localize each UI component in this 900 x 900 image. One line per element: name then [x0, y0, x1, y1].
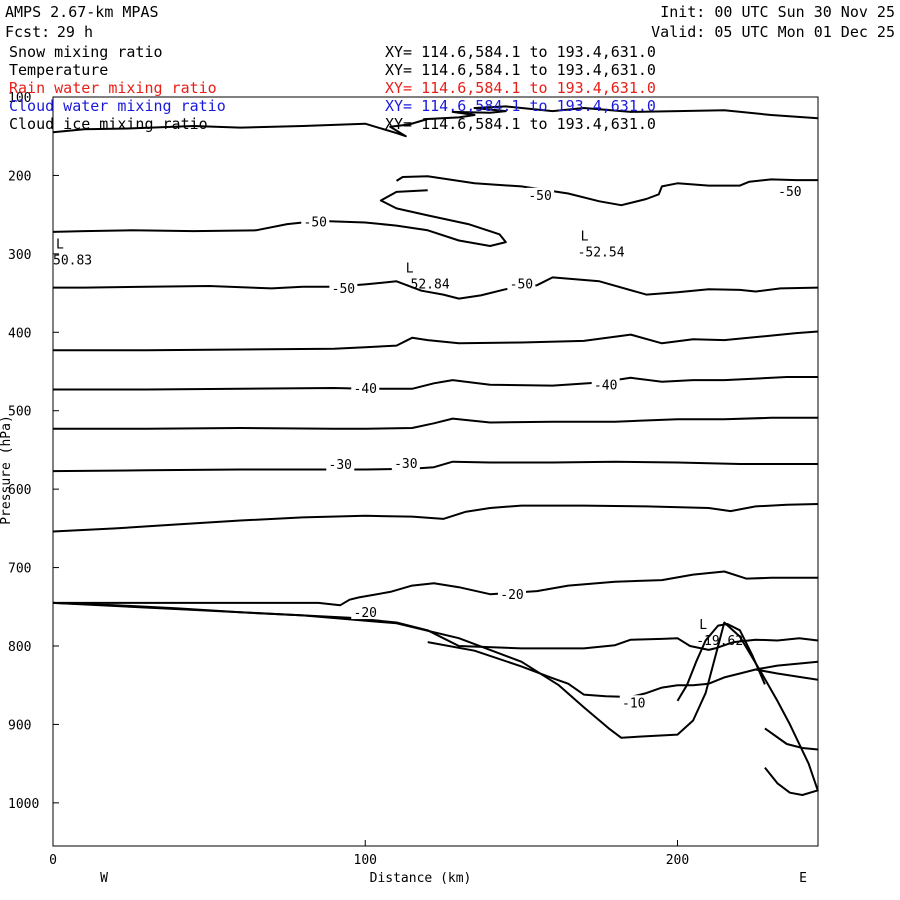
y-tick-label: 100 — [8, 91, 31, 106]
contour-line — [676, 623, 766, 702]
field-extent: XY= 114.6,584.1 to 193.4,631.0 — [385, 97, 656, 115]
y-tick-label: 900 — [8, 718, 31, 733]
contour-line — [52, 503, 819, 533]
field-extent: XY= 114.6,584.1 to 193.4,631.0 — [385, 43, 656, 61]
contour-label: -50 — [332, 282, 355, 297]
extremum-value: -52.54 — [578, 246, 625, 261]
contour-label-bg — [351, 605, 380, 620]
y-tick-label: 200 — [8, 169, 31, 184]
contour-label: -50 — [528, 189, 551, 204]
field-extent: XY= 114.6,584.1 to 193.4,631.0 — [385, 79, 656, 97]
contour-label-bg — [326, 456, 355, 471]
contour-label: -20 — [354, 606, 377, 621]
contour-line — [764, 727, 819, 751]
contour-label-bg — [391, 456, 420, 471]
contour-label-bg — [351, 380, 380, 395]
field-name: Temperature — [9, 61, 108, 79]
fcst-label: Fcst: — [5, 23, 50, 41]
field-name: Rain water mixing ratio — [9, 79, 217, 97]
field-legend: Snow mixing ratio XY= 114.6,584.1 to 193.… — [9, 43, 656, 133]
contour-line — [53, 330, 819, 352]
x-axis-label: Distance (km) — [370, 871, 472, 886]
contour-line — [53, 376, 818, 391]
x-tick-label: 0 — [49, 853, 57, 868]
y-tick-label: 500 — [8, 405, 31, 420]
contour-label: -40 — [354, 382, 377, 397]
contour-label: -30 — [394, 457, 417, 472]
y-tick-label: 300 — [8, 248, 31, 263]
y-tick-label: 1000 — [8, 797, 39, 812]
x-tick-label: 200 — [666, 853, 689, 868]
y-tick-label: 800 — [8, 640, 31, 655]
contour-label-bg — [498, 587, 526, 602]
contour-label-bg — [619, 695, 648, 710]
y-tick-label: 600 — [8, 483, 31, 498]
contour-label: -50 — [778, 185, 801, 200]
contour-label: -30 — [329, 458, 352, 473]
field-name: Cloud ice mixing ratio — [9, 115, 208, 133]
contour-line — [395, 175, 818, 207]
contour-label-bg — [775, 183, 804, 198]
fcst-value: 29 h — [57, 23, 93, 41]
field-name: Cloud water mixing ratio — [9, 97, 226, 115]
contour-line — [53, 276, 819, 300]
contour-line — [53, 570, 818, 607]
y-axis-label: Pressure (hPa) — [0, 415, 14, 525]
contour-label-bg — [507, 276, 536, 291]
direction-east: E — [799, 871, 807, 886]
contour-line — [52, 460, 818, 473]
extremum-value: -19.62 — [696, 634, 743, 649]
init-time: Init: 00 UTC Sun 30 Nov 25 — [660, 3, 895, 21]
y-tick-label: 400 — [8, 326, 31, 341]
direction-west: W — [100, 871, 108, 886]
extremum-letter: L — [581, 230, 589, 245]
extremum-value: -52.84 — [403, 278, 450, 293]
contour-label: -50 — [304, 215, 327, 230]
valid-time: Valid: 05 UTC Mon 01 Dec 25 — [651, 23, 895, 41]
contour-line — [53, 416, 818, 430]
contour-line — [52, 189, 507, 247]
extremum-value: 50.83 — [53, 253, 92, 268]
contour-line — [52, 105, 819, 138]
contour-label-bg — [329, 281, 358, 296]
x-tick-label: 100 — [354, 853, 377, 868]
extremum-letter: L — [406, 262, 414, 277]
contour-label-bg — [301, 214, 330, 229]
y-tick-label: 700 — [8, 562, 31, 577]
contour-label-bg — [526, 187, 555, 202]
contour-line — [52, 601, 819, 792]
contour-line — [764, 766, 819, 796]
extremum-letter: L — [56, 237, 64, 252]
contour-label-bg — [591, 377, 620, 392]
field-name: Snow mixing ratio — [9, 43, 163, 61]
field-extent: XY= 114.6,584.1 to 193.4,631.0 — [385, 61, 656, 79]
contour-line — [755, 668, 819, 681]
contour-label: -20 — [500, 588, 523, 603]
field-extent: XY= 114.6,584.1 to 193.4,631.0 — [385, 115, 656, 133]
plot-area: -50-50 -50-50 -50-40 -40-30 -30-20-20-10L50.… — [0, 91, 819, 886]
model-title: AMPS 2.67-km MPAS — [5, 3, 159, 21]
contour-label: -40 — [594, 379, 617, 394]
plot-frame — [52, 96, 819, 847]
contour-label: -10 — [622, 696, 645, 711]
extremum-letter: L — [699, 618, 707, 633]
contour-label: -50 — [510, 277, 533, 292]
